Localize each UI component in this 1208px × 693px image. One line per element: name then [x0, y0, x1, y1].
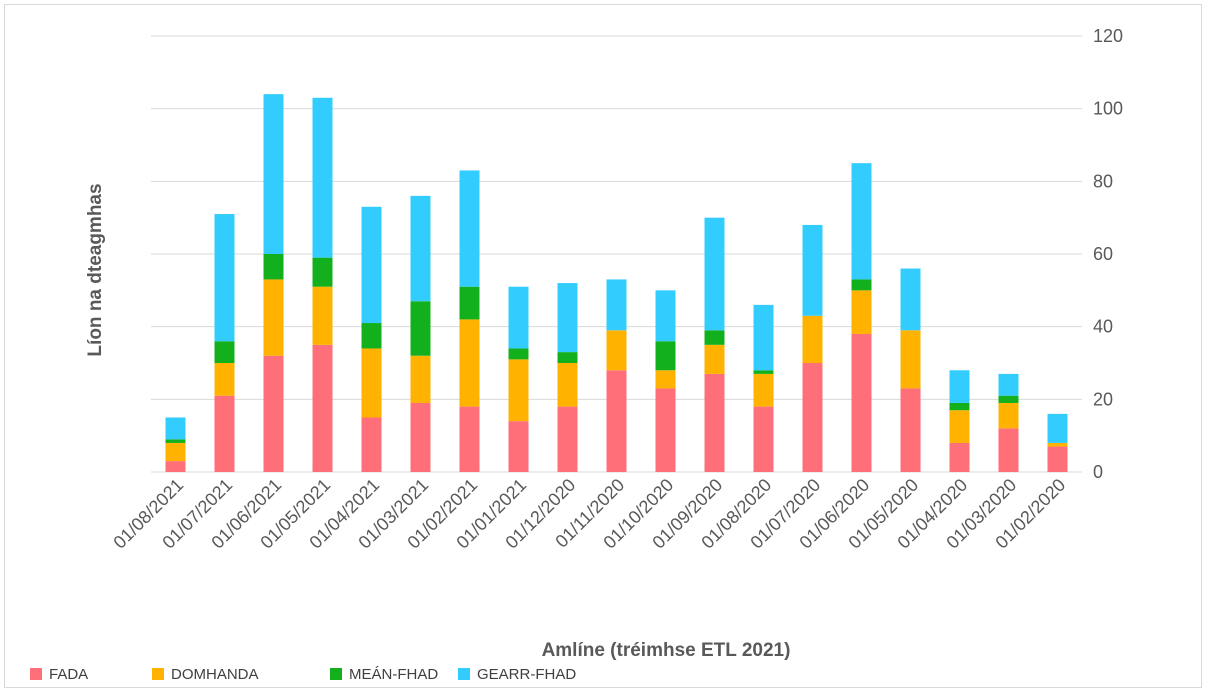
- legend-swatch-gearr-fhad: [458, 668, 470, 680]
- legend-swatch-meán-fhad: [330, 668, 342, 680]
- bar-segment-meán-fhad: [361, 323, 382, 349]
- y-tick-label: 0: [1093, 462, 1103, 482]
- gridlines: [151, 35, 1082, 473]
- bar-segment-fada: [1047, 446, 1068, 472]
- bar-segment-gearr-fhad: [214, 214, 235, 342]
- legend-label: MEÁN-FHAD: [349, 666, 438, 683]
- y-axis-title: Líon na dteagmhas: [85, 183, 106, 356]
- y-tick-label: 20: [1093, 389, 1113, 409]
- bar-segment-domhanda: [165, 442, 186, 462]
- bar-segment-meán-fhad: [312, 257, 333, 287]
- bar-segment-fada: [998, 428, 1019, 472]
- bar-segment-meán-fhad: [851, 279, 872, 291]
- bar-segment-domhanda: [900, 330, 921, 389]
- bar-segment-domhanda: [802, 315, 823, 363]
- y-tick-label: 100: [1093, 99, 1123, 119]
- bar-segment-fada: [606, 370, 627, 472]
- bar-segment-gearr-fhad: [263, 94, 284, 254]
- bar-segment-meán-fhad: [753, 370, 774, 374]
- bar-segment-domhanda: [410, 355, 431, 403]
- bar-segment-domhanda: [361, 348, 382, 418]
- bar-segment-fada: [165, 461, 186, 472]
- bar-segment-gearr-fhad: [606, 279, 627, 331]
- bar-segment-gearr-fhad: [900, 268, 921, 331]
- bar-segment-meán-fhad: [263, 254, 284, 280]
- bar-segment-meán-fhad: [557, 352, 578, 363]
- bar-segment-gearr-fhad: [312, 97, 333, 258]
- bar-segment-domhanda: [753, 373, 774, 407]
- y-tick-label: 40: [1093, 317, 1113, 337]
- bar-segment-domhanda: [508, 359, 529, 422]
- bar-segment-meán-fhad: [949, 402, 970, 411]
- bar-segment-domhanda: [1047, 442, 1068, 447]
- bar-segment-gearr-fhad: [949, 370, 970, 403]
- bar-segment-meán-fhad: [508, 348, 529, 360]
- bar-segment-fada: [851, 333, 872, 472]
- bars: [165, 94, 1068, 472]
- bar-segment-fada: [459, 406, 480, 472]
- bar-segment-meán-fhad: [214, 341, 235, 363]
- bar-segment-meán-fhad: [459, 286, 480, 320]
- bar-segment-gearr-fhad: [557, 283, 578, 353]
- bar-segment-fada: [312, 344, 333, 472]
- bar-segment-meán-fhad: [165, 439, 186, 443]
- x-axis-ticks: 01/08/202101/07/202101/06/202101/05/2021…: [109, 475, 1069, 553]
- legend-label: FADA: [49, 666, 88, 683]
- bar-segment-gearr-fhad: [998, 373, 1019, 396]
- legend: FADA DOMHANDA MEÁN-FHAD GEARR-FHAD: [30, 666, 576, 683]
- bar-segment-domhanda: [312, 286, 333, 345]
- bar-segment-gearr-fhad: [165, 417, 186, 440]
- legend-swatch-domhanda: [152, 668, 164, 680]
- bar-segment-gearr-fhad: [753, 304, 774, 371]
- bar-segment-meán-fhad: [998, 395, 1019, 403]
- chart-frame: [4, 4, 1202, 688]
- bar-segment-gearr-fhad: [459, 170, 480, 287]
- y-tick-label: 60: [1093, 244, 1113, 264]
- bar-segment-fada: [508, 421, 529, 472]
- bar-segment-domhanda: [459, 319, 480, 407]
- bar-segment-fada: [753, 406, 774, 472]
- bar-segment-gearr-fhad: [1047, 413, 1068, 443]
- bar-segment-fada: [361, 417, 382, 472]
- bar-segment-gearr-fhad: [508, 286, 529, 349]
- bar-segment-fada: [802, 363, 823, 472]
- y-tick-label: 120: [1093, 26, 1123, 46]
- bar-segment-domhanda: [214, 363, 235, 396]
- bar-segment-domhanda: [606, 330, 627, 371]
- bar-segment-domhanda: [655, 370, 676, 389]
- bar-segment-gearr-fhad: [704, 217, 725, 331]
- bar-segment-gearr-fhad: [361, 206, 382, 324]
- y-axis-ticks: 0 20 40 60 80 100 120: [1093, 26, 1123, 482]
- bar-segment-fada: [410, 402, 431, 472]
- bar-segment-meán-fhad: [704, 330, 725, 345]
- bar-segment-gearr-fhad: [802, 224, 823, 316]
- bar-segment-domhanda: [704, 344, 725, 374]
- bar-segment-gearr-fhad: [851, 163, 872, 280]
- bar-segment-fada: [704, 373, 725, 472]
- bar-segment-meán-fhad: [655, 341, 676, 371]
- legend-label: DOMHANDA: [171, 666, 259, 683]
- legend-label: GEARR-FHAD: [477, 666, 576, 683]
- bar-segment-fada: [557, 406, 578, 472]
- bar-segment-gearr-fhad: [410, 195, 431, 302]
- bar-segment-fada: [900, 388, 921, 472]
- bar-segment-domhanda: [998, 402, 1019, 429]
- x-axis-title: Amlíne (tréimhse ETL 2021): [542, 640, 791, 661]
- bar-segment-fada: [214, 395, 235, 472]
- bar-segment-domhanda: [263, 279, 284, 356]
- y-tick-label: 80: [1093, 171, 1113, 191]
- bar-segment-fada: [949, 442, 970, 472]
- bar-segment-domhanda: [949, 410, 970, 443]
- bar-segment-domhanda: [557, 363, 578, 407]
- bar-segment-fada: [263, 355, 284, 472]
- bar-segment-domhanda: [851, 290, 872, 334]
- bar-segment-gearr-fhad: [655, 290, 676, 342]
- bar-segment-fada: [655, 388, 676, 472]
- bar-segment-meán-fhad: [410, 301, 431, 356]
- legend-swatch-fada: [30, 668, 42, 680]
